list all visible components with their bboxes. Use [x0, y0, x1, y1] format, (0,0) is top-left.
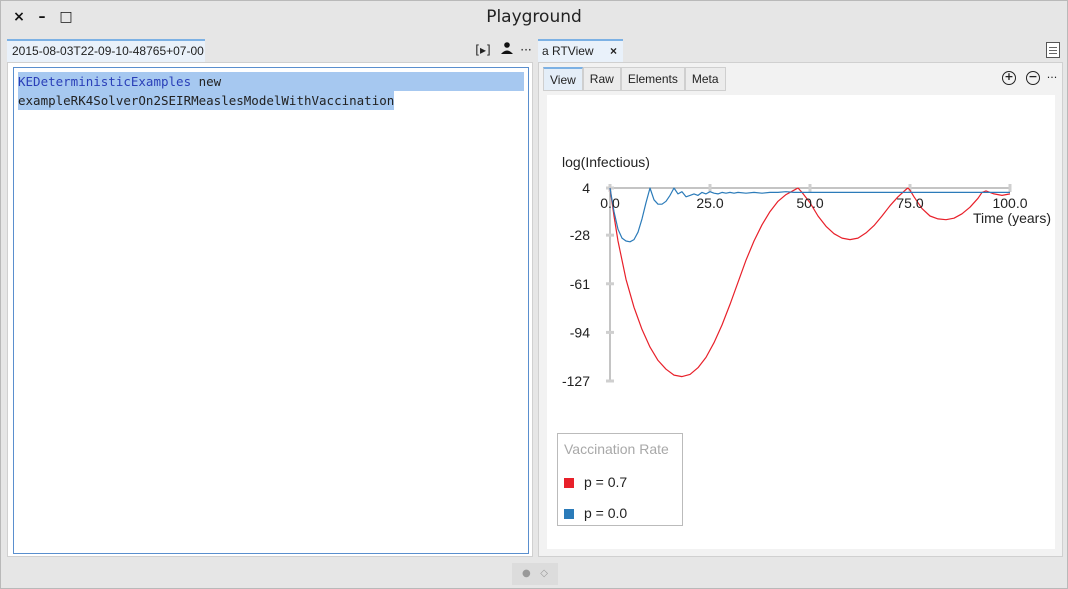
- chart-axes: [606, 184, 1012, 383]
- x-tick-mark: [908, 184, 912, 192]
- chart-canvas[interactable]: 4 -28 -61 -94 -127 0.0 25.0 50.0 75.0 100.0 log(In…: [547, 95, 1055, 549]
- playground-tab[interactable]: 2015-08-03T22-09-10-48765+07-00: [7, 39, 205, 62]
- y-tick-mark: [606, 233, 614, 237]
- code-pane: KEDeterministicExamples new exampleRK4So…: [7, 62, 533, 557]
- close-tab-icon[interactable]: ×: [609, 44, 617, 58]
- x-axis-label: Time (years): [973, 210, 1051, 226]
- tab-meta[interactable]: Meta: [684, 67, 726, 91]
- zoom-out-button[interactable]: −: [1026, 71, 1040, 85]
- rtview-tab-label: a RTView: [542, 44, 594, 58]
- legend-item-p07: p = 0.7: [564, 474, 627, 490]
- legend-label: p = 0.7: [584, 474, 628, 490]
- y-tick-label: -127: [562, 373, 590, 389]
- legend-title: Vaccination Rate: [564, 441, 669, 457]
- y-tick-mark: [606, 379, 614, 383]
- inspector-tabs: View Raw Elements Meta: [543, 67, 726, 91]
- chart-legend: Vaccination Rate p = 0.7 p = 0.0: [557, 433, 683, 526]
- x-tick-label: 25.0: [696, 195, 723, 211]
- code-selector: exampleRK4SolverOn2SEIRMeaslesModelWithV…: [18, 91, 395, 110]
- do-it-and-go-button[interactable]: [▸]: [475, 43, 491, 57]
- right-more-button[interactable]: ···: [1046, 71, 1058, 84]
- tab-elements[interactable]: Elements: [620, 67, 685, 91]
- chart-labels: 4 -28 -61 -94 -127 0.0 25.0 50.0 75.0 100.0 log(In…: [562, 154, 1051, 389]
- x-tick-label: 50.0: [796, 195, 823, 211]
- code-editor[interactable]: KEDeterministicExamples new exampleRK4So…: [13, 67, 529, 554]
- series-line-1: [609, 187, 1010, 243]
- x-tick-label: 75.0: [896, 195, 923, 211]
- person-icon: [501, 42, 513, 54]
- chart-series: [609, 187, 1011, 378]
- close-window-button[interactable]: ×: [13, 9, 25, 25]
- y-tick-label: 4: [582, 180, 590, 196]
- x-tick-mark: [808, 184, 812, 192]
- page-icon[interactable]: [1046, 42, 1060, 58]
- y-tick-label: -61: [570, 276, 590, 292]
- y-tick-mark: [606, 330, 614, 334]
- tab-view[interactable]: View: [543, 67, 583, 91]
- y-axis-label: log(Infectious): [562, 154, 650, 170]
- series-line-0: [609, 187, 1011, 378]
- y-tick-label: -28: [570, 227, 590, 243]
- x-tick-mark: [1008, 184, 1012, 192]
- rtview-tab[interactable]: a RTView ×: [538, 39, 623, 62]
- pager-dot-icon[interactable]: ●: [522, 568, 531, 579]
- legend-swatch-red: [564, 478, 574, 488]
- window-title: Playground: [486, 7, 582, 27]
- pager-diamond-icon[interactable]: ◇: [540, 568, 548, 579]
- minimize-window-button[interactable]: –: [38, 9, 46, 25]
- tab-raw[interactable]: Raw: [582, 67, 621, 91]
- y-tick-mark: [606, 282, 614, 286]
- x-tick-mark: [708, 184, 712, 192]
- legend-label: p = 0.0: [584, 505, 628, 521]
- left-more-button[interactable]: ···: [520, 43, 532, 57]
- inspector-pane: View Raw Elements Meta + − ··· 4 -28 -61 -9…: [538, 62, 1063, 557]
- title-bar: × – □ Playground: [1, 1, 1067, 35]
- legend-item-p00: p = 0.0: [564, 505, 627, 521]
- bindings-icon[interactable]: [498, 41, 516, 59]
- x-tick-label: 100.0: [992, 195, 1027, 211]
- code-message: new: [191, 74, 222, 89]
- x-tick-label: 0.0: [600, 195, 620, 211]
- playground-tab-label: 2015-08-03T22-09-10-48765+07-00: [12, 44, 204, 58]
- zoom-in-button[interactable]: +: [1002, 71, 1016, 85]
- pager-control[interactable]: ● ◇: [512, 563, 558, 585]
- line-chart: 4 -28 -61 -94 -127 0.0 25.0 50.0 75.0 100.0 log(In…: [562, 154, 1051, 389]
- code-class-name: KEDeterministicExamples: [18, 74, 192, 89]
- y-tick-label: -94: [570, 324, 590, 340]
- legend-swatch-blue: [564, 509, 574, 519]
- maximize-window-button[interactable]: □: [59, 9, 73, 25]
